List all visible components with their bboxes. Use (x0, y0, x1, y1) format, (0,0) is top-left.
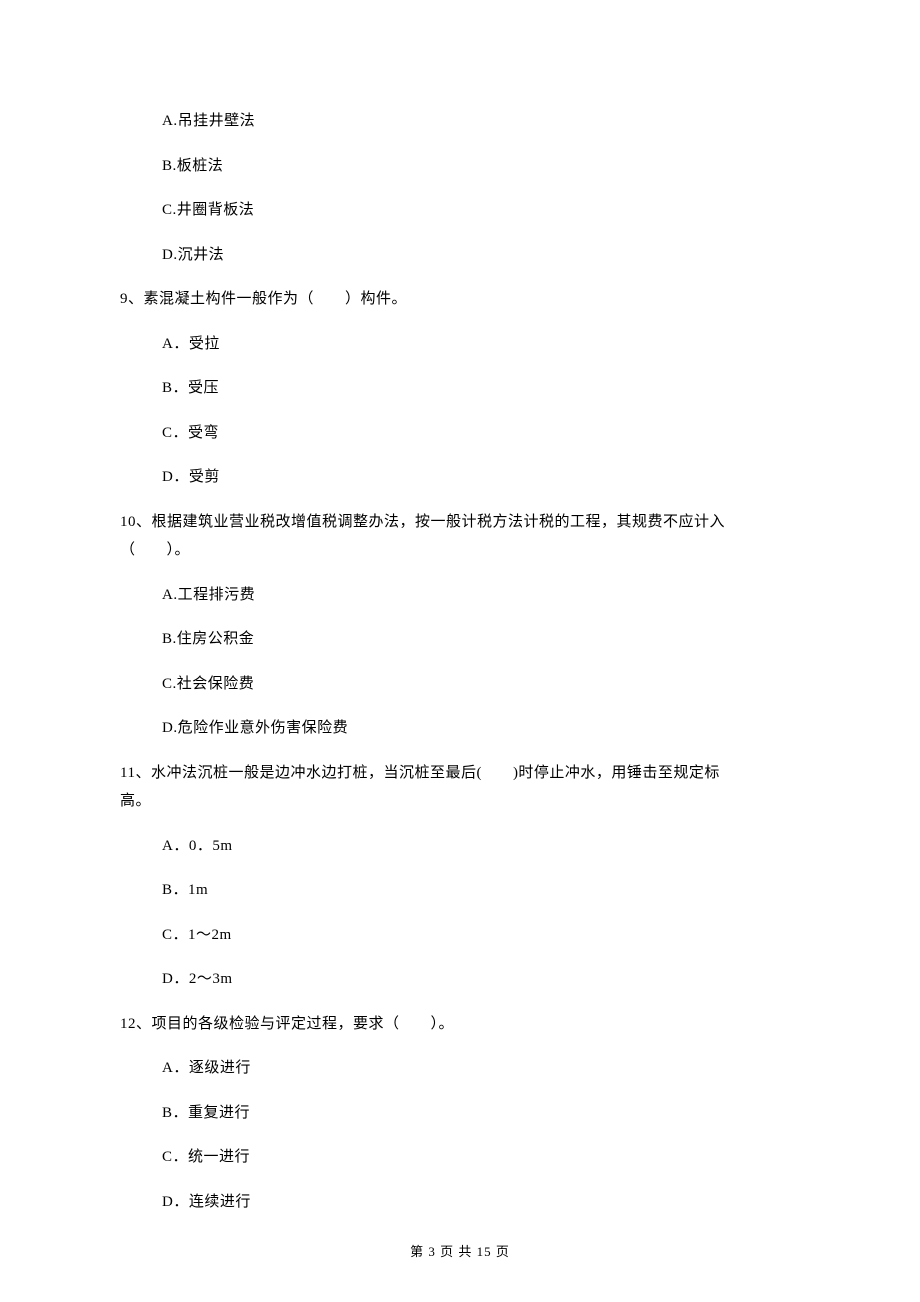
q11-stem-line1: 11、水冲法沉桩一般是边冲水边打桩，当沉桩至最后( )时停止冲水，用锤击至规定标 (120, 762, 800, 785)
q8-option-c: C.井圈背板法 (162, 199, 800, 222)
q10-option-d: D.危险作业意外伤害保险费 (162, 717, 800, 740)
q11-option-b: B．1m (162, 879, 800, 902)
q9-stem: 9、素混凝土构件一般作为（ ）构件。 (120, 288, 800, 311)
q12-option-c: C．统一进行 (162, 1146, 800, 1169)
q10-stem-line2: （ ）。 (120, 539, 800, 562)
q9-option-a: A．受拉 (162, 333, 800, 356)
q10-option-a: A.工程排污费 (162, 584, 800, 607)
q10-stem-line1: 10、根据建筑业营业税改增值税调整办法，按一般计税方法计税的工程，其规费不应计入 (120, 511, 800, 534)
q9-option-d: D．受剪 (162, 466, 800, 489)
q12-option-d: D．连续进行 (162, 1191, 800, 1214)
q11-stem-line2: 高。 (120, 790, 800, 813)
q12-stem: 12、项目的各级检验与评定过程，要求（ ）。 (120, 1013, 800, 1036)
q11-option-a: A．0．5m (162, 835, 800, 858)
q8-option-a: A.吊挂井壁法 (162, 110, 800, 133)
q9-option-c: C．受弯 (162, 422, 800, 445)
page-footer: 第 3 页 共 15 页 (0, 1241, 920, 1260)
q12-option-a: A．逐级进行 (162, 1057, 800, 1080)
q11-option-c: C．1～2m (162, 924, 800, 947)
q12-option-b: B．重复进行 (162, 1102, 800, 1125)
q8-option-d: D.沉井法 (162, 244, 800, 267)
q9-option-b: B．受压 (162, 377, 800, 400)
page-content: A.吊挂井壁法 B.板桩法 C.井圈背板法 D.沉井法 9、素混凝土构件一般作为… (0, 0, 920, 1275)
q11-option-d: D．2～3m (162, 968, 800, 991)
q8-option-b: B.板桩法 (162, 155, 800, 178)
q10-option-b: B.住房公积金 (162, 628, 800, 651)
q10-option-c: C.社会保险费 (162, 673, 800, 696)
